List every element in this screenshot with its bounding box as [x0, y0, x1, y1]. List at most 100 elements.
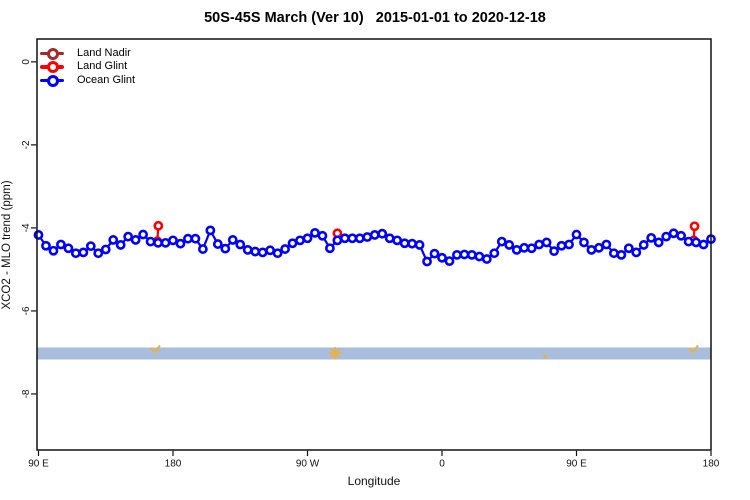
check-mark-icon — [150, 345, 161, 354]
data-point — [153, 220, 164, 231]
axes: 90 E 180 90 W 0 90 E 180 0 -2 -4 -6 -8 — [21, 59, 720, 470]
data-point — [183, 233, 193, 244]
data-point — [429, 248, 440, 259]
legend-swatch-land-glint — [40, 60, 64, 73]
plot-border — [36, 38, 712, 451]
data-point — [631, 247, 642, 258]
data-point — [93, 248, 104, 259]
data-point — [519, 242, 530, 253]
legend: Land Nadir Land Glint Ocean Glint — [40, 47, 135, 88]
data-point — [227, 235, 238, 245]
x-tick-label: 90 W — [296, 459, 320, 470]
data-point — [556, 240, 567, 251]
data-point — [638, 240, 649, 250]
data-point — [287, 238, 298, 249]
data-point — [474, 251, 485, 262]
data-point — [496, 236, 507, 247]
data-point — [526, 243, 537, 254]
data-point — [56, 239, 66, 250]
data-point — [489, 248, 500, 259]
star-mark-icon — [328, 346, 342, 360]
x-axis-label: Longitude — [347, 474, 401, 488]
open-circle-icon — [47, 61, 59, 73]
y-tick-label: -8 — [21, 389, 32, 398]
open-circle-icon — [47, 47, 59, 60]
data-point — [70, 248, 81, 259]
data-point — [250, 246, 261, 257]
data-point — [691, 237, 701, 248]
legend-label-land-nadir: Land Nadir — [77, 46, 131, 59]
data-point — [325, 243, 335, 254]
data-point — [594, 242, 604, 253]
data-point — [601, 239, 612, 250]
x-tick-label: 90 E — [566, 459, 587, 470]
legend-label-land-glint: Land Glint — [77, 60, 128, 72]
data-point — [676, 230, 687, 241]
ocean-glint-series — [33, 225, 716, 267]
legend-label-ocean-glint: Ocean Glint — [77, 73, 136, 86]
data-point — [280, 244, 290, 254]
data-point — [481, 254, 492, 264]
data-point — [78, 247, 89, 258]
check-mark-icon — [688, 345, 699, 354]
data-point — [534, 239, 545, 250]
reference-band — [37, 347, 711, 360]
data-point — [362, 232, 373, 242]
data-point — [123, 231, 134, 242]
data-point — [452, 249, 462, 260]
data-point — [683, 236, 694, 247]
data-point — [235, 239, 246, 250]
y-tick-label: -6 — [21, 306, 32, 315]
data-point — [295, 235, 305, 246]
data-point — [564, 239, 574, 250]
legend-item-ocean-glint: Ocean Glint — [40, 74, 135, 88]
data-point — [623, 243, 634, 254]
data-point — [511, 244, 522, 255]
data-point — [339, 233, 350, 244]
data-point — [549, 246, 559, 257]
data-point — [616, 249, 627, 260]
data-point — [689, 221, 700, 232]
data-point — [85, 241, 96, 252]
y-tick-label: -4 — [21, 223, 32, 232]
x-tick-label: 90 E — [28, 459, 49, 470]
data-point — [310, 227, 320, 238]
data-point — [317, 230, 328, 241]
data-point — [646, 232, 657, 243]
data-point — [138, 229, 149, 240]
data-point — [257, 247, 268, 258]
data-point — [369, 230, 380, 240]
legend-item-land-glint: Land Glint — [40, 60, 135, 74]
data-point — [48, 245, 59, 256]
data-point — [407, 238, 418, 249]
data-point — [668, 228, 679, 239]
data-point — [190, 233, 201, 244]
legend-swatch-land-nadir — [40, 47, 64, 60]
data-point — [392, 235, 403, 246]
data-point — [698, 239, 709, 250]
data-point — [504, 240, 515, 250]
data-point — [63, 243, 74, 254]
data-point — [153, 237, 163, 248]
chart-title: 50S-45S March (Ver 10) 2015-01-01 to 202… — [204, 10, 546, 26]
data-point — [354, 233, 365, 244]
data-point — [41, 240, 51, 251]
data-point — [332, 235, 343, 246]
data-point — [377, 228, 388, 239]
data-point — [272, 248, 283, 259]
data-point — [197, 244, 208, 254]
data-point — [220, 243, 231, 254]
data-point — [175, 238, 186, 249]
data-point — [459, 249, 470, 260]
data-point — [145, 236, 156, 247]
data-point — [466, 249, 477, 260]
data-point — [205, 225, 216, 236]
data-point — [242, 244, 253, 255]
data-point — [115, 240, 126, 250]
data-point — [347, 233, 358, 244]
data-point — [108, 235, 119, 245]
legend-swatch-ocean-glint — [40, 74, 64, 87]
data-point — [212, 239, 223, 249]
